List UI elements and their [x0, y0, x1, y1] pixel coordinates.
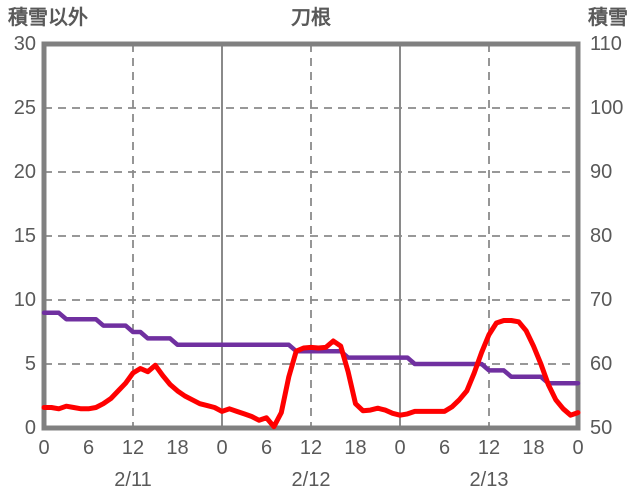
plot-frame [41, 41, 581, 431]
x-axis-hour-label: 0 [38, 437, 50, 459]
right-axis-tick-label: 80 [590, 225, 613, 247]
x-axis-date-label: 2/11 [114, 469, 152, 491]
left-axis-tick-label: 20 [13, 161, 36, 183]
right-axis-tick-label: 110 [590, 33, 622, 55]
x-axis-hour-label: 18 [166, 437, 189, 459]
left-axis-tick-label: 10 [13, 289, 36, 311]
left-axis-title: 積雪以外 [8, 7, 88, 29]
left-axis-tick-label: 0 [24, 417, 36, 439]
x-axis-hour-label: 0 [572, 437, 584, 459]
left-axis-tick-label: 5 [24, 353, 36, 375]
right-axis-tick-label: 60 [590, 353, 613, 375]
x-axis-hour-label: 6 [82, 437, 95, 459]
x-axis-date-label: 2/13 [469, 469, 509, 491]
left-axis-tick-label: 15 [13, 225, 36, 247]
right-axis-tick-label: 50 [590, 417, 613, 439]
x-axis-hour-label: 12 [477, 437, 501, 459]
series-line-snowdepth [41, 310, 581, 386]
chart-title: 刀根 [291, 7, 331, 29]
x-axis-hour-label: 0 [216, 437, 228, 459]
series-line-other [41, 318, 581, 430]
right-axis-title: 積雪 [588, 7, 628, 29]
x-axis-date-label: 2/12 [291, 469, 331, 491]
x-axis-hour-label: 0 [394, 437, 406, 459]
left-axis-tick-label: 30 [13, 33, 36, 55]
x-axis-hour-label: 12 [121, 437, 145, 459]
right-axis-tick-label: 90 [590, 161, 613, 183]
right-axis-tick-label: 100 [590, 97, 624, 119]
x-axis-hour-label: 18 [344, 437, 367, 459]
x-axis-hour-label: 18 [522, 437, 545, 459]
right-axis-tick-label: 70 [590, 289, 613, 311]
x-axis-hour-label: 6 [438, 437, 451, 459]
left-axis-tick-label: 25 [13, 97, 36, 119]
x-axis-hour-label: 6 [260, 437, 273, 459]
x-axis-hour-label: 12 [299, 437, 323, 459]
